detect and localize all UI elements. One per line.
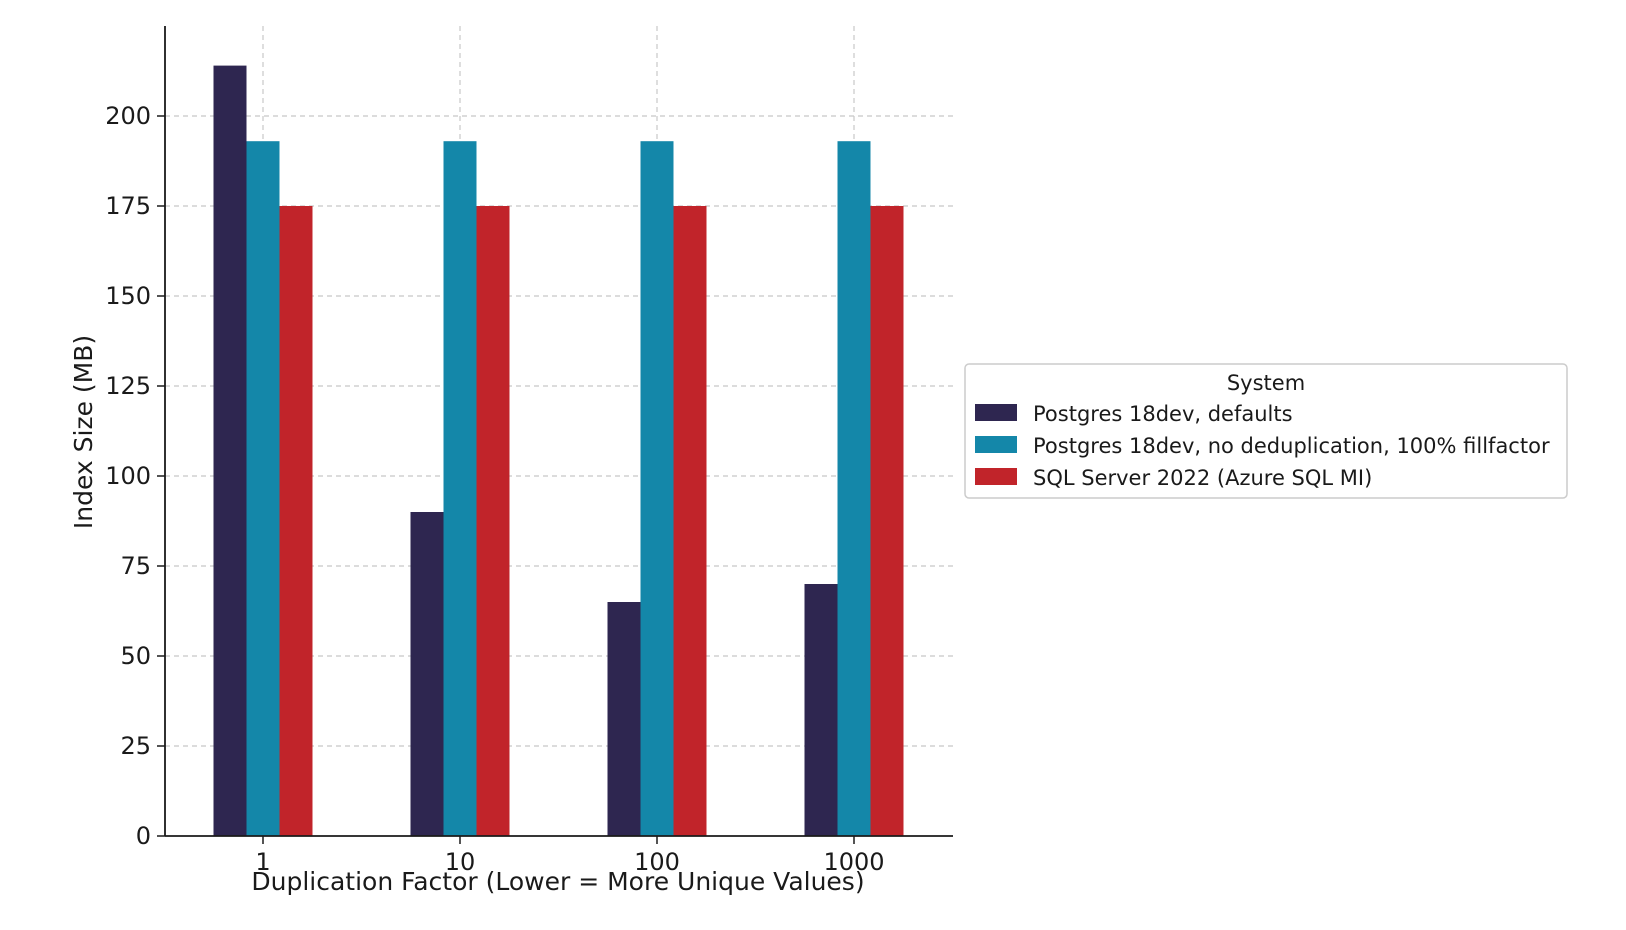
bars-layer: [213, 65, 904, 837]
y-tick-label: 0: [136, 822, 151, 850]
legend-swatch: [975, 404, 1017, 421]
y-tick-label: 175: [105, 192, 151, 220]
x-axis-label: Duplication Factor (Lower = More Unique …: [251, 867, 864, 896]
x-tick-label: 1: [255, 848, 270, 876]
bar: [607, 602, 641, 836]
legend-swatch: [975, 468, 1017, 485]
bar: [804, 584, 838, 836]
legend-entry-label: Postgres 18dev, no deduplication, 100% f…: [1033, 434, 1550, 458]
bar: [673, 206, 707, 836]
bar: [837, 141, 871, 836]
bar: [476, 206, 510, 836]
x-tick-label: 100: [634, 848, 680, 876]
y-tick-label: 100: [105, 462, 151, 490]
legend-title: System: [1227, 371, 1305, 395]
y-tick-label: 50: [120, 642, 151, 670]
x-tick-label: 1000: [823, 848, 884, 876]
legend-swatch: [975, 436, 1017, 453]
legend-frame: [964, 363, 1568, 499]
y-tick-label: 25: [120, 732, 151, 760]
legend: System Postgres 18dev, defaultsPostgres …: [964, 363, 1568, 499]
y-tick-label: 150: [105, 282, 151, 310]
bar: [246, 141, 280, 836]
bar: [213, 65, 247, 837]
y-tick-label: 75: [120, 552, 151, 580]
y-axis-label: Index Size (MB): [69, 335, 98, 529]
axes-layer: 0 25 50 75 100 125 150 175 200 1 10 100 1000: [105, 26, 953, 876]
legend-entry-label: SQL Server 2022 (Azure SQL MI): [1033, 466, 1372, 490]
y-tick-label: 200: [105, 102, 151, 130]
bar: [870, 206, 904, 836]
legend-entries: Postgres 18dev, defaults Postgres 18dev, …: [975, 402, 1550, 490]
bar: [443, 141, 477, 836]
legend-entry-label: Postgres 18dev, defaults: [1033, 402, 1293, 426]
y-tick-label: 125: [105, 372, 151, 400]
bar: [640, 141, 674, 836]
bar: [410, 512, 444, 836]
x-tick-label: 10: [445, 848, 476, 876]
bar: [279, 206, 313, 836]
